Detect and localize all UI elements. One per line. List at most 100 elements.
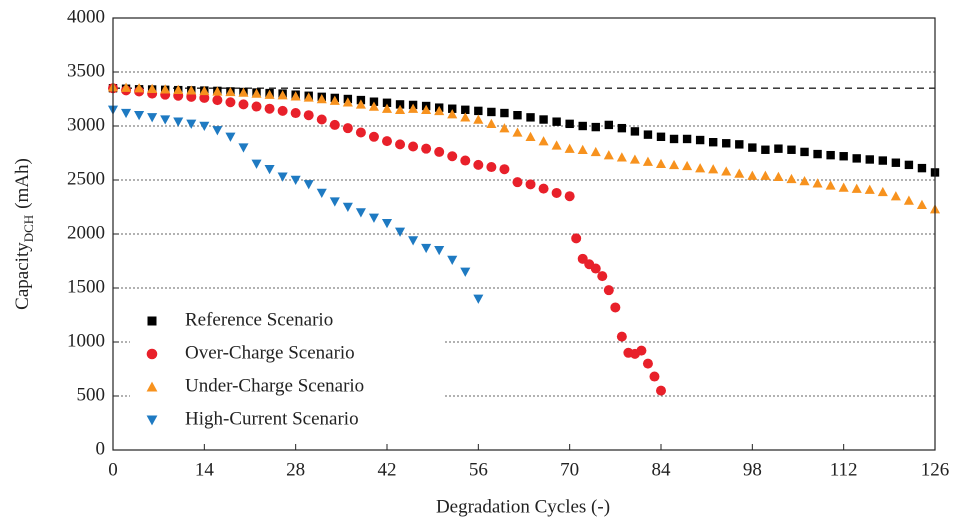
data-point (812, 178, 823, 188)
data-point (160, 115, 171, 125)
data-point (251, 88, 262, 98)
legend-marker (146, 415, 158, 426)
x-tick-label: 98 (743, 459, 762, 480)
data-point (512, 177, 523, 188)
data-point (486, 118, 497, 129)
data-point (649, 371, 660, 382)
legend-box (130, 303, 445, 438)
data-point (747, 170, 758, 180)
y-label-unit: (mAh) (12, 158, 33, 209)
data-point (329, 197, 340, 207)
data-point (636, 345, 647, 356)
data-point (877, 186, 888, 197)
data-point (616, 152, 627, 162)
data-point (395, 227, 406, 237)
data-point (460, 155, 471, 166)
data-point (878, 156, 888, 165)
x-tick-label: 0 (108, 459, 118, 480)
data-point (669, 159, 680, 170)
data-point (499, 164, 510, 175)
data-point (225, 132, 236, 142)
data-point (656, 132, 666, 141)
data-point (408, 236, 419, 246)
data-point (761, 145, 770, 154)
data-point (851, 183, 862, 193)
data-point (473, 114, 484, 124)
y-tick-label: 1500 (67, 276, 105, 297)
data-point (552, 117, 561, 126)
data-point (160, 84, 171, 94)
data-point (695, 163, 706, 173)
y-tick-label: 3000 (67, 114, 105, 135)
data-point (212, 126, 223, 136)
data-point (597, 271, 608, 282)
data-point (525, 179, 536, 190)
data-point (199, 85, 210, 96)
x-tick-label: 112 (830, 459, 858, 480)
data-point (512, 127, 523, 137)
data-point (134, 83, 145, 93)
data-point (526, 113, 535, 122)
x-axis-label: Degradation Cycles (-) (436, 496, 610, 517)
data-point (355, 208, 366, 218)
data-point (238, 87, 249, 97)
data-point (277, 172, 288, 182)
data-point (382, 136, 392, 147)
data-point (486, 162, 497, 173)
data-point (303, 92, 314, 102)
data-point (891, 158, 901, 167)
data-point (342, 97, 353, 107)
data-point (610, 302, 621, 313)
data-point (421, 104, 432, 114)
data-point (329, 95, 340, 105)
legend-label: Under-Charge Scenario (185, 375, 364, 396)
data-point (838, 182, 849, 192)
data-point (368, 213, 379, 223)
data-point (852, 154, 861, 163)
data-point (564, 143, 575, 153)
data-point (538, 136, 549, 146)
data-point (903, 195, 914, 205)
data-point (212, 95, 223, 106)
y-tick-label: 2500 (67, 168, 105, 189)
data-point (461, 105, 470, 114)
data-point (303, 180, 314, 190)
y-tick-label: 4000 (67, 6, 105, 27)
data-point (513, 111, 522, 120)
data-point (864, 184, 875, 194)
data-point (460, 267, 471, 277)
data-point (630, 127, 640, 136)
data-point (447, 255, 458, 265)
y-tick-label: 500 (77, 384, 106, 405)
data-point (316, 93, 327, 104)
data-point (147, 83, 158, 93)
data-point (368, 101, 379, 111)
data-point (264, 103, 275, 114)
data-point (238, 99, 249, 110)
data-point (603, 285, 614, 296)
data-point (225, 97, 236, 108)
data-point (355, 127, 366, 138)
data-point (395, 100, 405, 109)
y-tick-label: 0 (96, 438, 106, 459)
data-point (825, 180, 836, 190)
x-tick-label: 28 (286, 459, 305, 480)
legend-marker (147, 316, 157, 326)
data-point (277, 105, 288, 116)
data-point (826, 150, 835, 160)
data-point (134, 111, 145, 121)
data-point (382, 98, 392, 107)
data-point (421, 243, 432, 254)
data-point (655, 158, 667, 168)
y-tick-label: 2000 (67, 222, 105, 243)
data-point (212, 86, 223, 96)
data-point (225, 86, 236, 97)
y-label-subscript: DCH (21, 215, 36, 242)
plot-frame (112, 17, 936, 451)
data-point (708, 138, 718, 147)
x-tick-label: 56 (469, 459, 488, 480)
data-point (473, 159, 484, 170)
data-point (565, 119, 574, 129)
